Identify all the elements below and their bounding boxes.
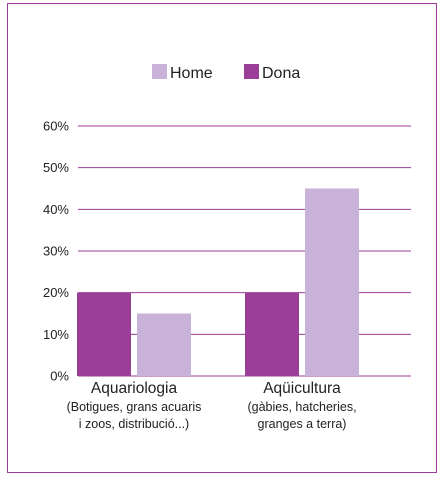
legend-swatch-dona <box>244 64 259 79</box>
bar-home <box>305 188 359 376</box>
y-tick-label: 20% <box>43 285 69 300</box>
y-tick-label: 0% <box>50 369 69 384</box>
x-category-sublabel: (Botigues, grans acuaris <box>67 400 202 414</box>
bar-dona <box>77 292 131 376</box>
x-category-sublabel: granges a terra) <box>258 417 347 431</box>
x-category-sublabel: (gàbies, hatcheries, <box>247 400 356 414</box>
y-tick-label: 60% <box>43 119 69 134</box>
y-tick-label: 40% <box>43 202 69 217</box>
y-tick-label: 10% <box>43 327 69 342</box>
y-tick-label: 50% <box>43 160 69 175</box>
legend-label-home: Home <box>170 65 213 82</box>
chart-frame <box>7 3 437 473</box>
x-category-sublabel: i zoos, distribució...) <box>79 417 189 431</box>
x-category-label: Aqüicultura <box>263 380 341 397</box>
legend-swatch-home <box>152 64 167 79</box>
x-category-label: Aquariologia <box>91 380 178 397</box>
legend-label-dona: Dona <box>262 65 300 82</box>
bar-dona <box>245 292 299 376</box>
y-tick-label: 30% <box>43 244 69 259</box>
bar-home <box>137 313 191 376</box>
